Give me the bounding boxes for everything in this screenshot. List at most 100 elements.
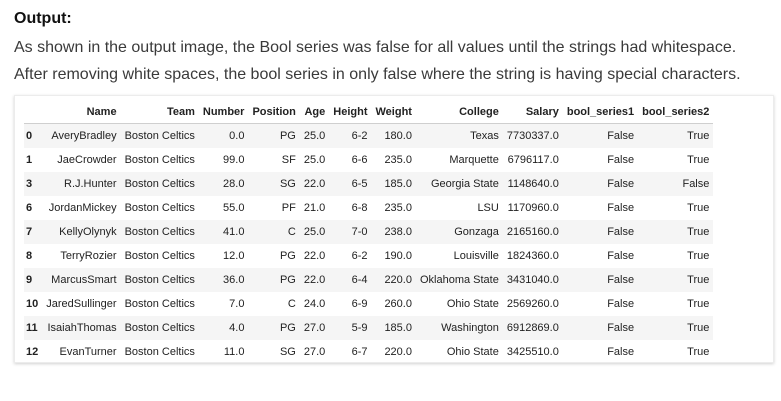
table-cell: Washington — [441, 322, 499, 334]
table-cell: False — [682, 178, 710, 190]
table-cell: 6-2 — [351, 130, 368, 142]
table-cell: 1170960.0 — [507, 202, 559, 214]
column-header: Team — [120, 101, 199, 124]
table-cell: AveryBradley — [51, 130, 117, 142]
row-index: 3 — [26, 178, 33, 190]
table-cell: SG — [279, 346, 296, 358]
table-row: 0 AveryBradley Boston Celtics 0.0 PG 25.0 6-2 1… — [24, 123, 714, 148]
table-cell: 0.0 — [229, 130, 245, 142]
table-cell: True — [687, 202, 710, 214]
row-index: 10 — [26, 298, 39, 310]
table-cell: R.J.Hunter — [64, 178, 117, 190]
table-cell: 7730337.0 — [506, 130, 559, 142]
table-cell: False — [607, 202, 635, 214]
table-cell: 5-9 — [351, 322, 368, 334]
column-header: bool_series1 — [562, 101, 639, 124]
table-row: 3 R.J.Hunter Boston Celtics 28.0 SG 22.0 6-5 18… — [24, 172, 714, 196]
output-image: Name Team Number Position Age Height Wei… — [14, 95, 774, 363]
table-cell: PG — [279, 274, 296, 286]
table-cell: JaeCrowder — [57, 154, 117, 166]
table-header: Name Team Number Position Age Height Wei… — [24, 101, 714, 124]
table-cell: True — [687, 250, 710, 262]
column-header: Number — [198, 101, 249, 124]
table-cell: Boston Celtics — [124, 130, 195, 142]
table-cell: 185.0 — [384, 178, 412, 190]
table-cell: 25.0 — [303, 130, 326, 142]
table-cell: 41.0 — [223, 226, 245, 238]
table-row: 7 KellyOlynyk Boston Celtics 41.0 C 25.0 7-0 23… — [24, 220, 714, 244]
table-cell: 220.0 — [384, 346, 412, 358]
table-cell: Texas — [470, 130, 499, 142]
table-cell: Boston Celtics — [124, 250, 195, 262]
table-cell: 11.0 — [223, 346, 245, 358]
table-cell: 22.0 — [303, 178, 326, 190]
table-cell: 21.0 — [303, 202, 326, 214]
table-cell: True — [687, 298, 710, 310]
table-body: 0 AveryBradley Boston Celtics 0.0 PG 25.0 6-2 1… — [24, 123, 714, 365]
table-cell: Boston Celtics — [124, 202, 195, 214]
table-cell: 7.0 — [229, 298, 245, 310]
table-cell: PG — [279, 322, 296, 334]
table-cell: 22.0 — [303, 250, 326, 262]
table-row: 1 JaeCrowder Boston Celtics 99.0 SF 25.0 6-6 23… — [24, 148, 713, 172]
table-cell: Louisville — [453, 250, 499, 262]
table-cell: C — [287, 226, 296, 238]
table-cell: JordanMickey — [48, 202, 117, 214]
table-cell: 25.0 — [303, 154, 326, 166]
column-header: Position — [248, 101, 300, 124]
table-cell: 185.0 — [384, 322, 412, 334]
row-index: 1 — [26, 154, 33, 166]
row-index: 9 — [26, 274, 33, 286]
table-cell: Ohio State — [446, 346, 499, 358]
table-cell: 3431040.0 — [506, 274, 559, 286]
table-cell: Gonzaga — [454, 226, 499, 238]
table-cell: 6-8 — [351, 202, 368, 214]
table-cell: False — [607, 322, 635, 334]
dataframe-table: Name Team Number Position Age Height Wei… — [24, 101, 714, 365]
table-cell: 22.0 — [303, 274, 326, 286]
table-cell: Boston Celtics — [124, 322, 195, 334]
table-row: 6 JordanMickey Boston Celtics 55.0 PF 21.0 6-8… — [24, 196, 713, 220]
table-cell: KellyOlynyk — [59, 226, 117, 238]
table-cell: True — [687, 130, 710, 142]
row-index: 6 — [26, 202, 33, 214]
table-row: 12 EvanTurner Boston Celtics 11.0 SG 27.0 6-7 2… — [24, 340, 713, 364]
table-cell: 1824360.0 — [506, 250, 559, 262]
table-row: 9 MarcusSmart Boston Celtics 36.0 PG 22.0 6-4 2… — [24, 268, 714, 292]
table-cell: 235.0 — [384, 154, 412, 166]
row-index: 12 — [26, 346, 39, 358]
table-cell: 6912869.0 — [506, 322, 559, 334]
table-cell: 6-2 — [351, 250, 368, 262]
table-row: 10 JaredSullinger Boston Celtics 7.0 C 24.0 6-… — [24, 292, 713, 316]
table-cell: MarcusSmart — [51, 274, 117, 286]
table-cell: PF — [281, 202, 296, 214]
table-cell: 6-9 — [351, 298, 368, 310]
row-index: 11 — [26, 322, 38, 334]
column-header: College — [415, 101, 503, 124]
table-cell: True — [687, 322, 710, 334]
row-index: 8 — [26, 250, 33, 262]
table-cell: 180.0 — [384, 130, 412, 142]
table-cell: 7-0 — [351, 226, 368, 238]
table-cell: PG — [279, 130, 296, 142]
table-cell: 6-4 — [351, 274, 368, 286]
table-cell: Oklahoma State — [419, 274, 499, 286]
table-cell: 238.0 — [384, 226, 412, 238]
column-header: Name — [42, 101, 121, 124]
table-cell: LSU — [477, 202, 499, 214]
table-cell: 235.0 — [384, 202, 412, 214]
table-cell: 4.0 — [229, 322, 245, 334]
explanation-paragraph-1: As shown in the output image, the Bool s… — [14, 39, 737, 56]
table-cell: True — [687, 274, 710, 286]
column-header: bool_series2 — [638, 101, 714, 124]
index-header — [24, 101, 43, 124]
table-cell: 220.0 — [384, 274, 412, 286]
table-cell: Boston Celtics — [124, 226, 195, 238]
table-cell: 6-7 — [351, 346, 368, 358]
table-cell: Boston Celtics — [124, 178, 195, 190]
table-cell: 1148640.0 — [507, 178, 559, 190]
table-cell: False — [607, 226, 635, 238]
table-cell: Marquette — [449, 154, 499, 166]
table-cell: 25.0 — [303, 226, 326, 238]
table-row: 8 TerryRozier Boston Celtics 12.0 PG 22.0 6-2 1… — [24, 244, 713, 268]
